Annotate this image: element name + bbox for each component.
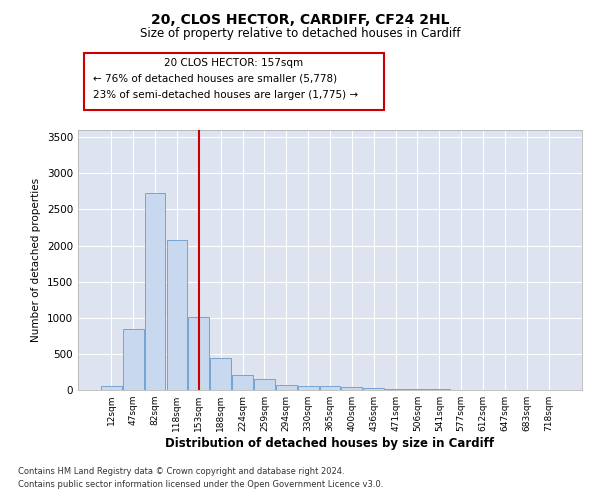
Bar <box>298 386 319 390</box>
Bar <box>364 388 384 390</box>
Bar <box>101 386 122 390</box>
Text: Contains HM Land Registry data © Crown copyright and database right 2024.: Contains HM Land Registry data © Crown c… <box>18 467 344 476</box>
Y-axis label: Number of detached properties: Number of detached properties <box>31 178 41 342</box>
Text: Contains public sector information licensed under the Open Government Licence v3: Contains public sector information licen… <box>18 480 383 489</box>
Text: Size of property relative to detached houses in Cardiff: Size of property relative to detached ho… <box>140 28 460 40</box>
Bar <box>341 388 362 390</box>
Bar <box>167 240 187 390</box>
Bar <box>276 384 296 390</box>
Bar <box>188 317 209 390</box>
Bar <box>210 358 231 390</box>
X-axis label: Distribution of detached houses by size in Cardiff: Distribution of detached houses by size … <box>166 437 494 450</box>
Bar <box>254 379 275 390</box>
Text: 23% of semi-detached houses are larger (1,775) →: 23% of semi-detached houses are larger (… <box>93 90 358 100</box>
Bar <box>232 375 253 390</box>
Text: 20, CLOS HECTOR, CARDIFF, CF24 2HL: 20, CLOS HECTOR, CARDIFF, CF24 2HL <box>151 12 449 26</box>
Text: ← 76% of detached houses are smaller (5,778): ← 76% of detached houses are smaller (5,… <box>93 74 337 84</box>
Bar <box>145 193 166 390</box>
Bar <box>320 386 340 390</box>
Bar <box>123 328 143 390</box>
Bar <box>385 388 406 390</box>
Text: 20 CLOS HECTOR: 157sqm: 20 CLOS HECTOR: 157sqm <box>164 58 304 68</box>
